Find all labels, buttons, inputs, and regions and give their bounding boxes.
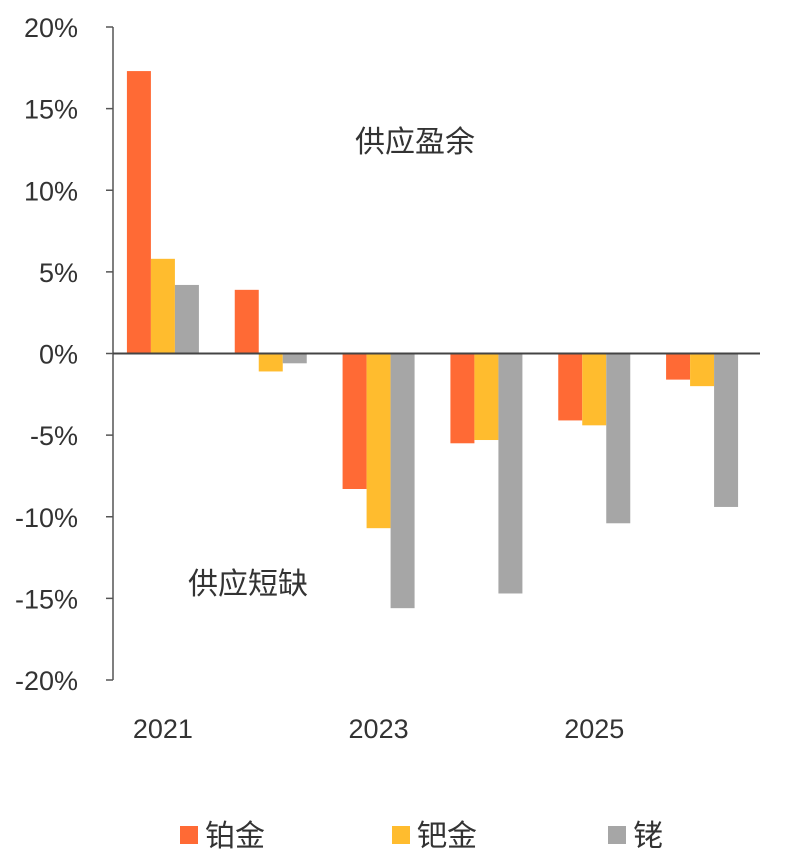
y-tick-label: -10% [15,503,78,533]
legend-swatch [608,826,626,844]
legend-swatch [392,826,410,844]
bar-2023-0 [342,353,367,489]
legend: 铂金 钯金 铑 [180,820,663,853]
x-axis: 2021 2023 2025 [133,714,624,744]
y-tick-label: 15% [24,95,78,125]
bar-2023-2 [390,353,415,609]
annotation-deficit: 供应短缺 [188,568,308,601]
y-tick-label: -20% [15,666,78,696]
legend-label: 铂金 [205,820,265,853]
bar-2026-0 [666,353,691,380]
bars [126,71,739,609]
bar-2026-2 [714,353,739,507]
y-tick-label: -15% [15,584,78,614]
bar-2024-1 [474,353,499,441]
bar-2021-1 [150,258,175,354]
legend-label: 铑 [633,820,663,853]
y-tick-label: 0% [39,340,78,370]
x-tick-label: 2025 [564,714,624,744]
bar-2021-0 [126,71,151,354]
y-tick-label: 5% [39,258,78,288]
x-tick-label: 2023 [349,714,409,744]
bar-2021-2 [174,284,199,354]
bar-2023-1 [366,353,391,529]
y-tick-label: 20% [24,13,78,43]
bar-2024-2 [498,353,523,594]
annotation-surplus: 供应盈余 [355,126,475,159]
x-tick-label: 2021 [133,714,193,744]
y-tick-label: 10% [24,176,78,206]
bar-2022-2 [282,353,307,364]
bar-2026-1 [690,353,715,387]
bar-2025-2 [606,353,631,524]
y-tick-label: -5% [30,421,78,451]
y-axis: 20% 15% 10% 5% 0% -5% -10% -15% -20% [15,13,113,696]
bar-2022-0 [234,289,259,354]
bar-2022-1 [258,353,283,372]
legend-label: 钯金 [417,820,477,853]
bar-2024-0 [450,353,475,444]
bar-2025-1 [582,353,607,426]
legend-swatch [180,826,198,844]
bar-2025-0 [558,353,583,421]
